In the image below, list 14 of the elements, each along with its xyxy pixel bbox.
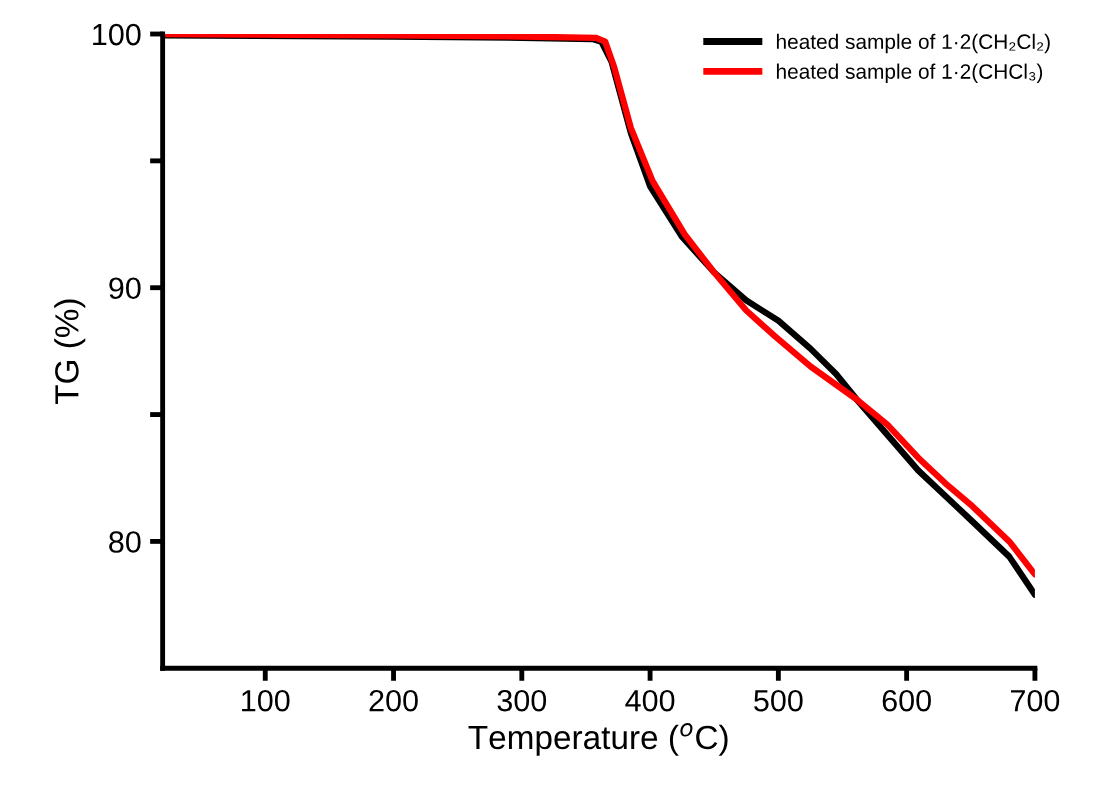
x-tick-label: 100 [242, 689, 290, 712]
x-tick-label: 200 [369, 689, 418, 712]
x-tick-label: 500 [754, 689, 803, 712]
x-axis-title: Temperature ($^{o}$C) [468, 723, 728, 756]
legend-label: heated sample of 1·2(CHCl₃) [776, 63, 1043, 83]
y-tick-label: 80 [109, 531, 141, 553]
x-tick-label: 300 [497, 689, 547, 712]
legend-label: heated sample of 1·2(CH₂Cl₂) [776, 33, 1050, 54]
x-tick-label: 600 [882, 689, 931, 712]
y-axis-title: TG (%) [54, 299, 86, 405]
x-tick-label: 700 [1010, 689, 1060, 712]
y-tick-label: 100 [93, 23, 141, 46]
y-tick-label: 90 [109, 277, 141, 300]
x-tick-label: 400 [625, 689, 675, 712]
